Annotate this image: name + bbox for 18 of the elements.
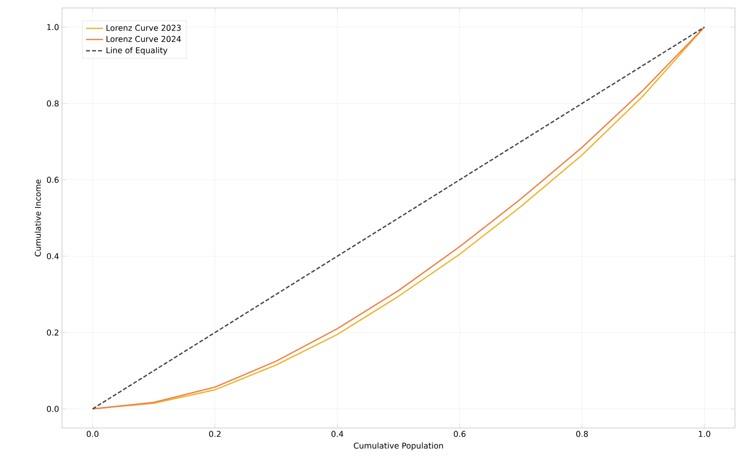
x-axis-title: Cumulative Population bbox=[354, 442, 443, 450]
x-tick-label: 0.4 bbox=[331, 430, 344, 437]
y-tick-label: 0.6 bbox=[46, 176, 59, 183]
y-axis-title: Cumulative Income bbox=[34, 180, 41, 256]
x-tick-label: 0.8 bbox=[576, 430, 588, 437]
y-tick-label: 1.0 bbox=[47, 24, 59, 30]
y-tick-label: 0.2 bbox=[46, 330, 58, 336]
x-tick-label: 0.0 bbox=[86, 430, 98, 437]
line-series bbox=[92, 26, 706, 410]
y-tick-label: 0.0 bbox=[46, 406, 59, 412]
legend-label: Line of Equality bbox=[106, 47, 168, 55]
legend-label: Lorenz Curve 2023 bbox=[106, 24, 181, 31]
x-tick-label: 1.0 bbox=[698, 430, 710, 437]
y-tick-label: 0.8 bbox=[46, 100, 59, 106]
x-tick-label: 0.2 bbox=[209, 430, 221, 437]
y-tick-label: 0.4 bbox=[46, 253, 59, 260]
x-tick-label: 0.6 bbox=[454, 430, 466, 437]
legend-label: Lorenz Curve 2024 bbox=[106, 36, 181, 42]
